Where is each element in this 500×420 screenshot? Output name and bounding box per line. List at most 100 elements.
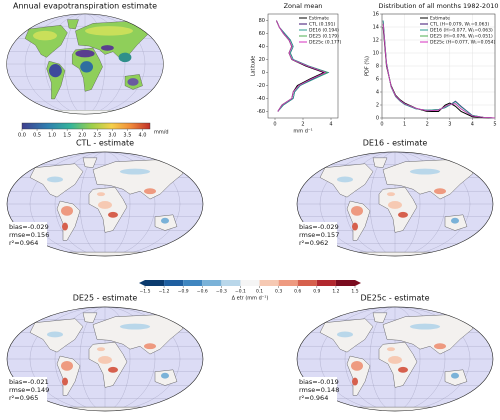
stats-text: bias=-0.029 bbox=[299, 223, 339, 231]
colorbar-tick-label: −0.3 bbox=[216, 289, 227, 295]
stats-box bbox=[7, 377, 47, 403]
colorbar-segment bbox=[335, 280, 355, 286]
colorbar-tick-label: 2.5 bbox=[93, 133, 101, 139]
chart-title: Zonal mean bbox=[284, 2, 323, 10]
colorbar-tick-label: −1.2 bbox=[159, 289, 170, 295]
map-title: DE16 - estimate bbox=[363, 139, 428, 148]
series-line bbox=[276, 20, 327, 112]
legend-label: CTL (H=0.079, W₁=0.063) bbox=[430, 22, 489, 28]
colorbar-tick-label: −0.6 bbox=[197, 289, 208, 295]
map-title: Annual evapotranspiration estimate bbox=[13, 2, 157, 11]
colorbar-unit: mm/d bbox=[154, 130, 169, 136]
y-tick-label: 10 bbox=[373, 51, 379, 57]
colorbar-tick-label: 1.2 bbox=[332, 289, 339, 295]
colorbar-segment bbox=[183, 280, 203, 286]
colorbar-tick-label: 0.5 bbox=[33, 133, 41, 139]
x-tick-label: 0 bbox=[380, 122, 383, 128]
stats-text: bias=-0.019 bbox=[299, 378, 339, 386]
y-tick-label: 14 bbox=[373, 25, 379, 31]
y-tick-label: -40 bbox=[257, 96, 265, 102]
colorbar-tick-label: 1.5 bbox=[63, 133, 71, 139]
y-tick-label: 6 bbox=[376, 77, 379, 83]
colorbar-extend bbox=[139, 280, 145, 286]
colorbar-tick-label: 0.0 bbox=[18, 133, 26, 139]
colorbar-segment bbox=[145, 280, 165, 286]
map-title: DE25 - estimate bbox=[73, 294, 138, 303]
colorbar-segment bbox=[221, 280, 241, 286]
map-title: CTL - estimate bbox=[76, 139, 134, 148]
colorbar-extend bbox=[355, 280, 361, 286]
plot-frame bbox=[381, 13, 496, 119]
colorbar-label: Δ etr (mm d⁻¹) bbox=[232, 296, 269, 302]
legend-label: Estimate bbox=[309, 16, 329, 22]
stats-text: r²=0.962 bbox=[299, 239, 328, 247]
series-line bbox=[382, 23, 496, 119]
x-tick-label: 5 bbox=[493, 122, 496, 128]
legend-label: DE25c (0.177) bbox=[309, 40, 342, 46]
y-tick-label: 16 bbox=[373, 12, 379, 18]
colorbar-segment bbox=[316, 280, 336, 286]
stats-text: rmse=0.157 bbox=[299, 231, 339, 239]
colorbar-tick-label: 0.3 bbox=[275, 289, 282, 295]
series-line bbox=[276, 20, 330, 112]
stats-text: r²=0.964 bbox=[9, 239, 38, 247]
colorbar-tick-label: 0.9 bbox=[313, 289, 320, 295]
y-tick-label: 40 bbox=[259, 44, 265, 50]
stats-text: r²=0.965 bbox=[9, 394, 38, 402]
x-tick-label: 4 bbox=[329, 122, 332, 128]
legend-label: DE25c (H=0.077, W₁=0.054) bbox=[430, 40, 495, 46]
colorbar-segment bbox=[297, 280, 317, 286]
legend-label: DE16 (H=0.077, W₁=0.063) bbox=[430, 28, 493, 34]
legend-label: CTL (0.191) bbox=[309, 22, 335, 28]
y-tick-label: 2 bbox=[376, 103, 379, 109]
stats-box bbox=[297, 222, 337, 248]
colorbar bbox=[21, 122, 151, 130]
colorbar-tick-label: 0.1 bbox=[256, 289, 263, 295]
y-axis-label: PDF (%) bbox=[365, 56, 371, 76]
y-tick-label: 60 bbox=[259, 31, 265, 37]
colorbar-segment bbox=[240, 280, 260, 286]
colorbar-segment bbox=[202, 280, 222, 286]
colorbar-segment bbox=[164, 280, 184, 286]
legend-label: DE25 (0.179) bbox=[309, 34, 339, 40]
y-tick-label: 4 bbox=[376, 90, 379, 96]
y-tick-label: 8 bbox=[376, 64, 379, 70]
chart-title: Distribution of all months 1982-2010 bbox=[379, 2, 499, 10]
colorbar-tick-label: −0.1 bbox=[235, 289, 246, 295]
stats-text: bias=-0.029 bbox=[9, 223, 49, 231]
colorbar-tick-label: 4.0 bbox=[138, 133, 146, 139]
y-tick-label: 12 bbox=[373, 38, 379, 44]
x-tick-label: 2 bbox=[426, 122, 429, 128]
colorbar-tick-label: 0.6 bbox=[294, 289, 301, 295]
stats-text: rmse=0.149 bbox=[9, 386, 49, 394]
y-tick-label: 20 bbox=[259, 57, 265, 63]
x-tick-label: 3 bbox=[448, 122, 451, 128]
stats-box bbox=[7, 222, 47, 248]
y-tick-label: -20 bbox=[257, 83, 265, 89]
y-tick-label: -60 bbox=[257, 109, 265, 115]
colorbar-tick-label: 3.5 bbox=[123, 133, 131, 139]
y-tick-label: 80 bbox=[259, 18, 265, 24]
y-tick-label: 0 bbox=[262, 70, 265, 76]
legend-label: DE25 (H=0.076, W₁=0.051) bbox=[430, 34, 493, 40]
legend-label: Estimate bbox=[430, 16, 450, 22]
colorbar-tick-label: 1.0 bbox=[48, 133, 56, 139]
map-title: DE25c - estimate bbox=[361, 294, 430, 303]
legend-label: DE16 (0.194) bbox=[309, 28, 339, 34]
stats-text: r²=0.964 bbox=[299, 394, 328, 402]
stats-text: rmse=0.156 bbox=[9, 231, 49, 239]
y-axis-label: Latitude bbox=[251, 56, 257, 77]
stats-box bbox=[297, 377, 337, 403]
x-tick-label: 0 bbox=[273, 122, 276, 128]
x-tick-label: 4 bbox=[471, 122, 474, 128]
colorbar-segment bbox=[278, 280, 298, 286]
x-tick-label: 2 bbox=[301, 122, 304, 128]
x-axis-label: mm d⁻¹ bbox=[293, 129, 312, 135]
colorbar-tick-label: −1.5 bbox=[140, 289, 151, 295]
colorbar-tick-label: 2.0 bbox=[78, 133, 86, 139]
x-tick-label: 1 bbox=[403, 122, 406, 128]
colorbar-tick-label: 3.0 bbox=[108, 133, 116, 139]
colorbar-tick-label: 1.5 bbox=[351, 289, 358, 295]
map bbox=[5, 14, 165, 114]
colorbar-tick-label: −0.9 bbox=[178, 289, 189, 295]
